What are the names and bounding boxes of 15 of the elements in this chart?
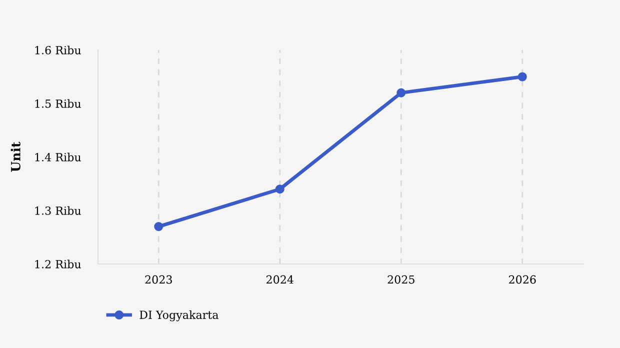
point [396,88,406,98]
y-axis-title: Unit [10,142,20,172]
y-tick-label: 1.3 Ribu [35,206,81,215]
x-tick-label: 2025 [388,275,414,284]
x-tick-label: 2024 [266,275,294,284]
point [518,72,527,82]
point [275,184,284,194]
y-tick-label: 1.5 Ribu [35,99,81,108]
x-tick-label: 2026 [508,275,536,284]
x-tick-label: 2023 [145,275,172,284]
y-tick-label: 1.2 Ribu [35,260,81,268]
legend-label: DI Yogyakarta [140,310,218,322]
y-tick-label: 1.6 Ribu [35,46,81,54]
point [154,222,164,232]
y-tick-label: 1.4 Ribu [35,152,81,162]
